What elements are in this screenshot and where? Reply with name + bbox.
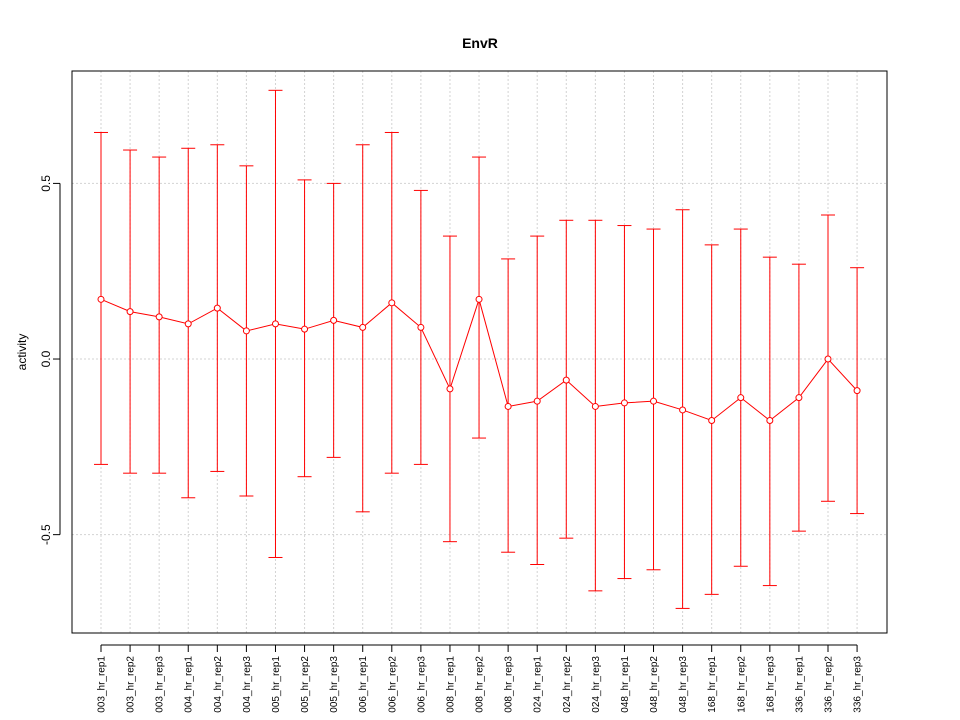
x-tick-label: 005_hr_rep3: [329, 656, 340, 713]
x-tick-label: 168_hr_rep3: [765, 656, 776, 713]
x-tick-label: 003_hr_rep2: [126, 656, 137, 713]
x-tick-label: 168_hr_rep2: [736, 656, 747, 713]
data-point: [184, 320, 192, 328]
data-point: [330, 316, 338, 324]
y-tick-label: 0.5: [39, 175, 53, 192]
data-point: [853, 387, 861, 395]
x-tick-label: 003_hr_rep1: [97, 656, 108, 713]
x-tick-label: 024_hr_rep3: [591, 656, 602, 713]
y-axis-label: activity: [15, 334, 29, 371]
data-point: [446, 385, 454, 393]
data-point: [301, 325, 309, 333]
data-point: [271, 320, 279, 328]
plot-frame: [71, 70, 888, 634]
x-tick-label: 008_hr_rep1: [445, 656, 456, 713]
x-tick-label: 008_hr_rep2: [475, 656, 486, 713]
data-point: [97, 295, 105, 303]
y-axis: -0.5 0.0 0.5: [39, 175, 61, 545]
x-tick-label: 048_hr_rep1: [620, 656, 631, 713]
data-point: [126, 308, 134, 316]
x-tick-label: 006_hr_rep2: [387, 656, 398, 713]
data-point: [533, 397, 541, 405]
y-tick-label: 0.0: [39, 350, 53, 367]
data-point: [562, 376, 570, 384]
x-tick-label: 336_hr_rep2: [824, 656, 835, 713]
data-point: [359, 323, 367, 331]
x-tick-label: 008_hr_rep3: [504, 656, 515, 713]
data-point: [620, 399, 628, 407]
data-point: [824, 355, 832, 363]
data-point: [795, 394, 803, 402]
x-tick-label: 336_hr_rep3: [853, 656, 864, 713]
data-point: [650, 397, 658, 405]
data-point: [679, 406, 687, 414]
y-tick-label: -0.5: [39, 524, 53, 545]
x-tick-label: 024_hr_rep1: [533, 656, 544, 713]
x-tick-label: 048_hr_rep3: [678, 656, 689, 713]
x-tick-label: 004_hr_rep1: [184, 656, 195, 713]
x-tick-label: 024_hr_rep2: [562, 656, 573, 713]
data-point: [155, 313, 163, 321]
data-point: [475, 295, 483, 303]
data-point: [504, 402, 512, 410]
data-point: [766, 416, 774, 424]
chart-title: EnvR: [462, 35, 498, 51]
x-tick-label: 003_hr_rep3: [155, 656, 166, 713]
x-tick-label: 168_hr_rep1: [707, 656, 718, 713]
data-point: [417, 323, 425, 331]
x-tick-label: 336_hr_rep1: [794, 656, 805, 713]
x-tick-label: 005_hr_rep2: [300, 656, 311, 713]
x-tick-label: 004_hr_rep3: [242, 656, 253, 713]
data-point: [708, 416, 716, 424]
data-point: [242, 327, 250, 335]
x-tick-label: 005_hr_rep1: [271, 656, 282, 713]
x-tick-label: 004_hr_rep2: [213, 656, 224, 713]
data-point: [737, 394, 745, 402]
data-points: [97, 295, 861, 424]
data-point: [213, 304, 221, 312]
x-axis: 003_hr_rep1 003_hr_rep2 003_hr_rep3 004_hr_…: [97, 644, 864, 713]
data-point: [591, 402, 599, 410]
data-point: [388, 299, 396, 307]
x-tick-label: 048_hr_rep2: [649, 656, 660, 713]
error-bars: [94, 89, 865, 609]
x-tick-label: 006_hr_rep3: [416, 656, 427, 713]
x-tick-label: 006_hr_rep1: [358, 656, 369, 713]
